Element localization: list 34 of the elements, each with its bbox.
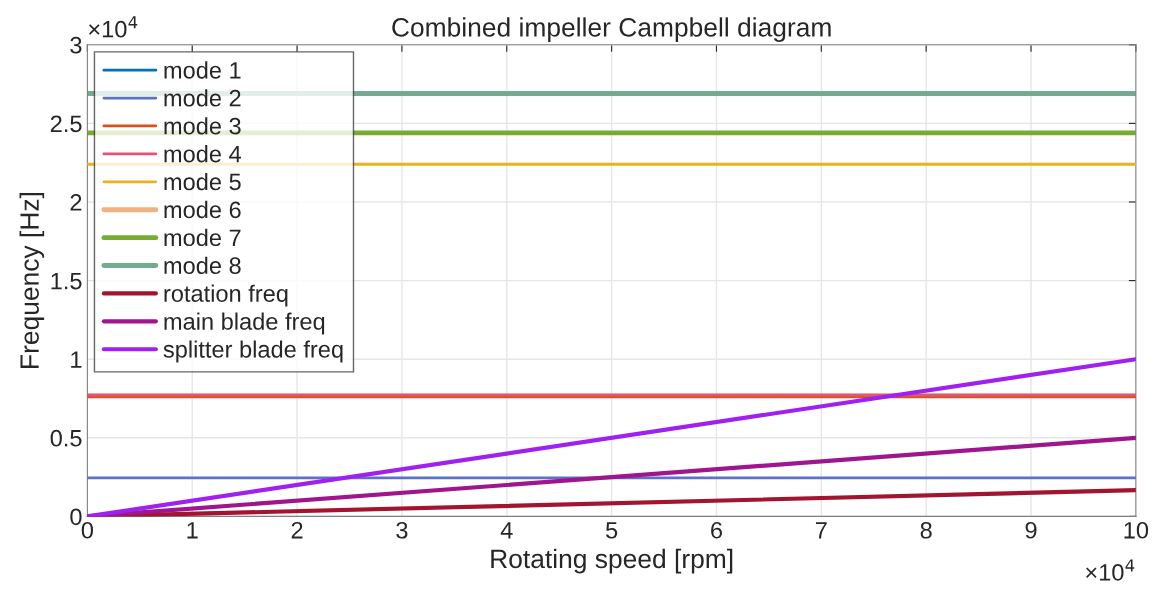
- legend-label: mode 4: [164, 145, 241, 163]
- legend-label: main blade freq: [164, 312, 325, 335]
- x-tick-label: 3: [396, 521, 408, 539]
- x-tick-label: 0: [81, 521, 94, 539]
- legend-label: mode 1: [164, 61, 241, 79]
- legend-label: mode 5: [164, 172, 241, 191]
- y-axis-title: Frequency [Hz]: [19, 193, 45, 368]
- legend-label: mode 2: [164, 89, 241, 107]
- y-tick-label: 1.5: [51, 272, 82, 290]
- y-tick-label: 2.5: [50, 115, 82, 133]
- legend-label: mode 6: [164, 200, 241, 219]
- text: ×10$^{4}$: [89, 16, 138, 38]
- x-tick-label: 6: [711, 521, 722, 539]
- x-tick-label: 10: [1124, 521, 1149, 539]
- x-tick-label: 8: [920, 521, 932, 539]
- x-tick-label: 5: [606, 522, 618, 539]
- legend-label: splitter blade freq: [163, 340, 343, 363]
- y-tick-label: 1: [71, 351, 82, 368]
- x-tick-label: 9: [1025, 521, 1037, 539]
- text: ×10$^{4}$: [1086, 559, 1135, 581]
- x-tick-label: 2: [291, 521, 303, 539]
- legend-label: rotation freq: [164, 284, 288, 307]
- y-tick-label: 0: [70, 508, 82, 526]
- chart-title: Combined impeller Campbell diagram: [392, 17, 831, 42]
- y-tick-label: 0.5: [50, 429, 82, 447]
- legend-label: mode 7: [164, 228, 241, 247]
- x-tick-label: 4: [500, 522, 513, 539]
- x-tick-label: 7: [815, 522, 827, 539]
- x-tick-label: 1: [187, 522, 198, 539]
- legend-label: mode 3: [164, 117, 241, 135]
- y-tick-label: 3: [70, 36, 82, 54]
- legend-label: mode 8: [164, 256, 241, 275]
- x-axis-title: Rotating speed [rpm]: [491, 548, 733, 574]
- y-tick-label: 2: [70, 194, 82, 211]
